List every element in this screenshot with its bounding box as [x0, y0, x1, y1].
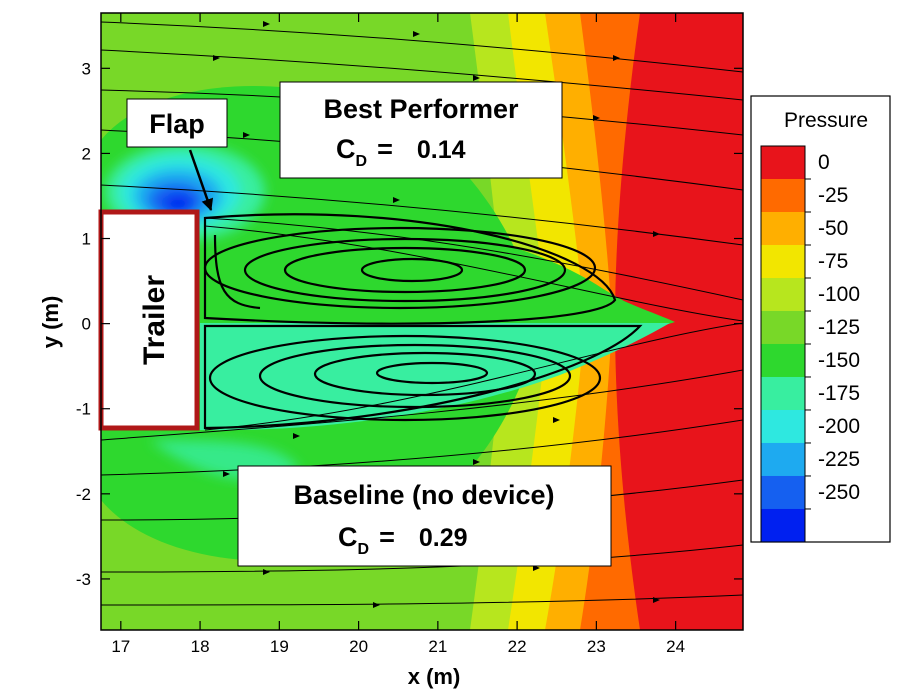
colorbar-level-label: -250	[818, 481, 860, 504]
colorbar-level-label: -175	[818, 382, 860, 405]
colorbar-level-label: -75	[818, 250, 848, 273]
vortex-lower	[203, 324, 643, 430]
y-tick-label: -3	[76, 570, 91, 589]
colorbar-swatches	[760, 145, 806, 543]
colorbar-level-label: -150	[818, 349, 860, 372]
x-tick-label: 22	[508, 637, 527, 656]
baseline-title: Baseline (no device)	[293, 480, 554, 510]
y-axis-label: y (m)	[38, 296, 63, 349]
y-tick-label: 1	[82, 230, 91, 249]
colorbar-swatch	[761, 343, 805, 378]
colorbar-swatch	[761, 442, 805, 477]
plot-frame	[100, 12, 744, 631]
colorbar-swatch	[761, 211, 805, 246]
colorbar-level-label: -125	[818, 316, 860, 339]
best-performer-cd: CD = 0.14	[336, 134, 466, 170]
colorbar-legend: Pressure 0 -25 -50 -75 -100 -125 -150 -175 -200 -…	[750, 95, 891, 543]
trailer-body: Trailer	[98, 209, 200, 431]
y-axis: -3 -2 -1 0 1 2 3	[76, 59, 743, 589]
x-tick-label: 18	[191, 637, 210, 656]
pressure-contour-field	[101, 13, 743, 630]
x-tick-label: 21	[428, 637, 447, 656]
flap-callout: Flap	[126, 98, 228, 211]
x-tick-label: 17	[111, 637, 130, 656]
colorbar-swatch	[761, 277, 805, 312]
x-tick-label: 23	[587, 637, 606, 656]
colorbar-level-label: -200	[818, 415, 860, 438]
colorbar-swatch	[761, 244, 805, 279]
colorbar-swatch	[761, 508, 805, 543]
trailer-label: Trailer	[138, 275, 171, 365]
flap-arrow	[188, 149, 214, 211]
colorbar-labels: 0 -25 -50 -75 -100 -125 -150 -175 -200 -225 -250	[805, 151, 860, 510]
colorbar-level-label: 0	[818, 151, 830, 174]
colorbar-level-label: -25	[818, 184, 848, 207]
x-tick-label: 19	[270, 637, 289, 656]
colorbar-swatch	[761, 178, 805, 213]
y-tick-label: -1	[76, 400, 91, 419]
x-axis: 17 18 19 20 21 22 23 24	[111, 13, 685, 656]
x-axis-label: x (m)	[408, 664, 461, 689]
vortex-upper	[203, 213, 617, 325]
annotation-baseline: Baseline (no device) CD = 0.29	[237, 465, 612, 567]
y-tick-label: -2	[76, 485, 91, 504]
best-performer-title: Best Performer	[323, 94, 519, 124]
colorbar-level-label: -225	[818, 448, 860, 471]
colorbar-level-label: -50	[818, 217, 848, 240]
colorbar-swatch	[761, 409, 805, 444]
x-tick-label: 24	[666, 637, 685, 656]
annotation-best-performer: Best Performer CD = 0.14	[279, 81, 563, 179]
colorbar-swatch	[761, 475, 805, 510]
colorbar-swatch	[761, 376, 805, 411]
colorbar-swatch	[761, 310, 805, 345]
colorbar-title: Pressure	[784, 109, 868, 132]
baseline-cd: CD = 0.29	[338, 522, 468, 558]
flap-label: Flap	[149, 109, 205, 139]
colorbar-swatch	[761, 146, 805, 180]
y-tick-label: 0	[82, 315, 91, 334]
colorbar-level-label: -100	[818, 283, 860, 306]
x-tick-label: 20	[349, 637, 368, 656]
y-tick-label: 3	[82, 59, 91, 78]
y-tick-label: 2	[82, 144, 91, 163]
